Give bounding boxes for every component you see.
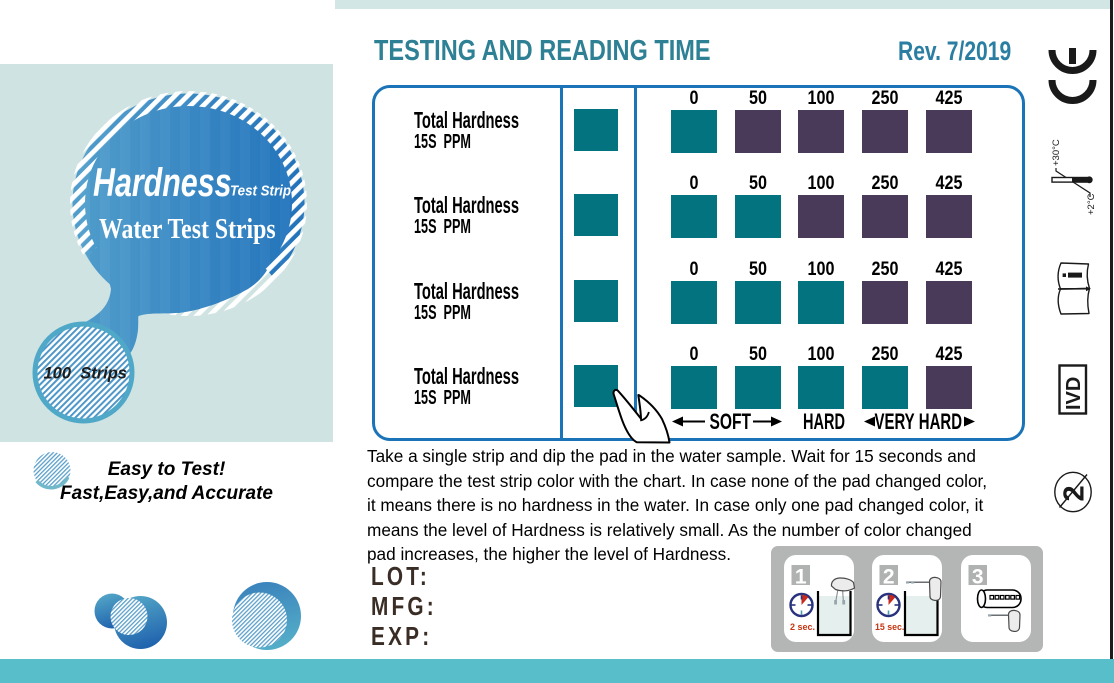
svg-text:2: 2	[1059, 485, 1091, 501]
svg-text:SOFT: SOFT	[710, 409, 752, 434]
svg-text:Hardness: Hardness	[93, 160, 232, 205]
svg-text:15 sec.: 15 sec.	[875, 622, 904, 632]
svg-text:Water Test Strips: Water Test Strips	[99, 213, 276, 244]
svg-text:3: 3	[972, 566, 984, 589]
svg-text:2 sec.: 2 sec.	[790, 622, 815, 632]
svg-text:+30°C: +30°C	[1051, 139, 1062, 166]
svg-text:VERY HARD: VERY HARD	[875, 409, 963, 434]
svg-text:IVD: IVD	[1063, 377, 1085, 410]
svg-text:100 Strips: 100 Strips	[44, 365, 127, 383]
svg-text:HARD: HARD	[803, 409, 845, 434]
svg-text:1: 1	[795, 566, 807, 589]
svg-text:2: 2	[883, 566, 895, 589]
svg-text:Test Strip: Test Strip	[230, 184, 291, 200]
svg-text:+2°C: +2°C	[1086, 193, 1097, 215]
